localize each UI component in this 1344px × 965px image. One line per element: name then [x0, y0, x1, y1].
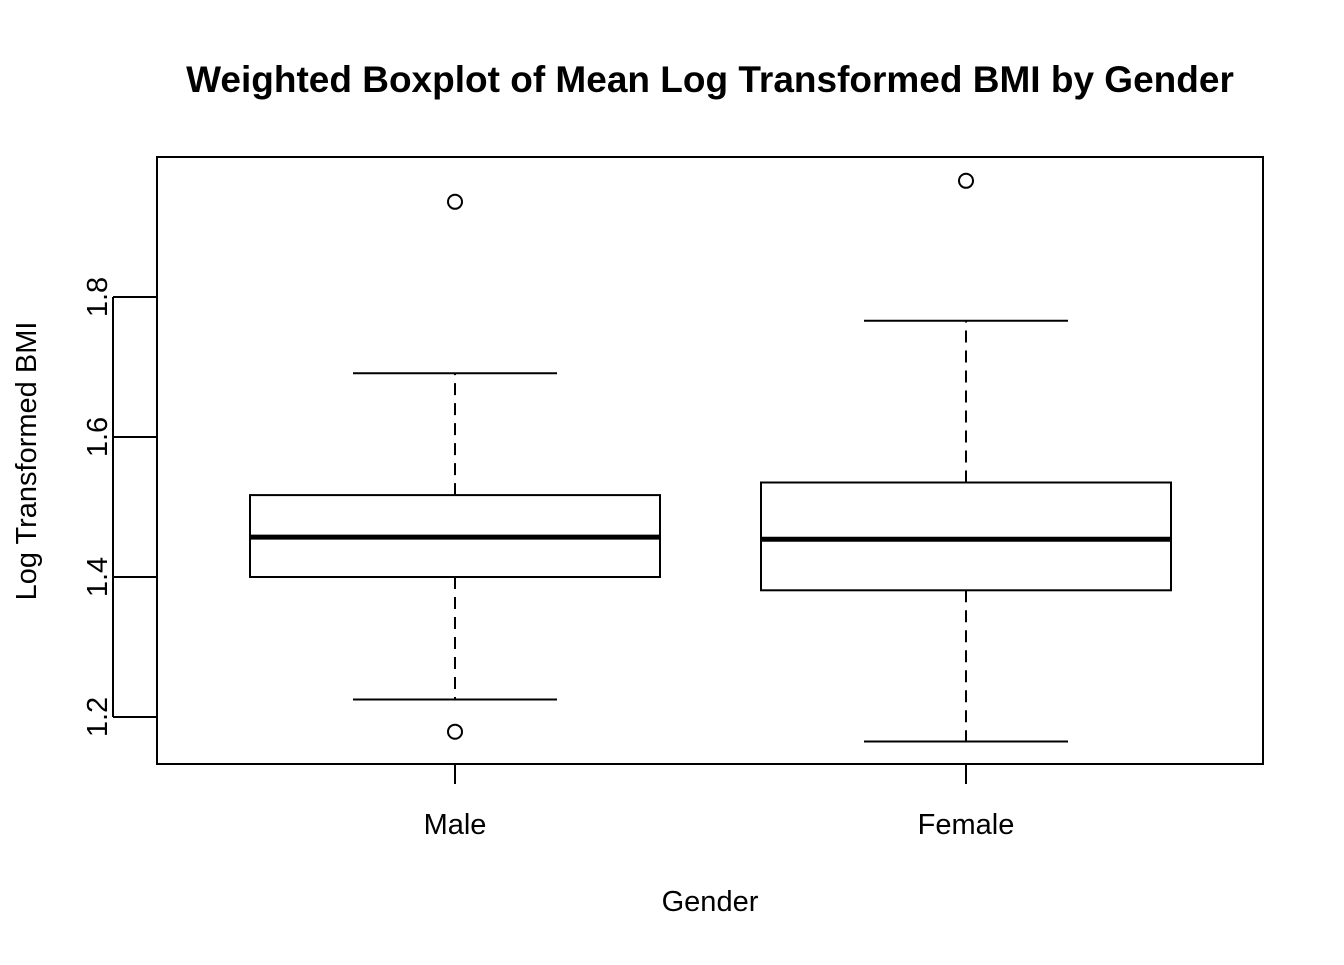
outlier-point [958, 172, 974, 189]
box-male [249, 193, 661, 740]
x-tick-label: Male [424, 809, 487, 841]
chart-title: Weighted Boxplot of Mean Log Transformed… [186, 59, 1234, 100]
plot-frame [156, 156, 1264, 765]
iqr-box [760, 481, 1172, 592]
x-axis-label: Gender [662, 886, 759, 918]
y-tick-label: 1.6 [82, 417, 114, 457]
y-axis: 1.2 1.4 1.6 1.8 [82, 277, 157, 737]
x-axis: Male Female [424, 764, 1015, 841]
boxes-group [249, 172, 1172, 743]
outlier-point [447, 193, 463, 210]
x-tick-label: Female [918, 809, 1015, 841]
y-tick-label: 1.8 [82, 277, 114, 317]
y-axis-label: Log Transformed BMI [11, 322, 43, 601]
box-female [760, 172, 1172, 743]
y-tick-label: 1.4 [82, 557, 114, 597]
outlier-point [447, 723, 463, 740]
y-tick-label: 1.2 [82, 697, 114, 737]
